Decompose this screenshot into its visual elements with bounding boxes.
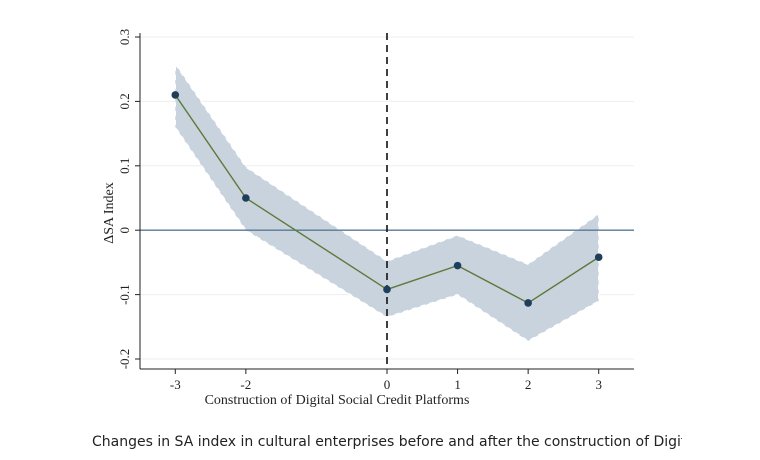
y-tick-label: 0.2 <box>117 93 132 109</box>
x-tick-label: 3 <box>595 377 602 392</box>
y-tick-label: 0.3 <box>117 29 132 45</box>
y-tick-label: -0.1 <box>117 284 132 305</box>
y-tick-label: 0 <box>117 227 132 234</box>
x-tick-label: 1 <box>454 377 461 392</box>
data-point <box>171 91 180 99</box>
data-point <box>453 261 462 270</box>
data-point <box>594 253 603 262</box>
x-tick-label: 2 <box>525 377 532 392</box>
x-axis-label: Construction of Digital Social Credit Pl… <box>205 393 470 408</box>
series-line <box>174 94 600 304</box>
data-points <box>171 91 603 307</box>
data-point <box>524 299 532 307</box>
y-axis-label: ΔSA Index <box>102 182 117 244</box>
confidence-band <box>174 61 600 342</box>
figure-caption: Changes in SA index in cultural enterpri… <box>92 434 682 450</box>
x-tick-label: -3 <box>170 377 181 392</box>
data-point <box>242 194 250 202</box>
y-tick-label: 0.1 <box>117 158 132 174</box>
x-tick-label: -2 <box>240 377 251 392</box>
axes <box>135 33 634 374</box>
data-point <box>383 285 391 294</box>
x-tick-label: 0 <box>384 377 391 392</box>
x-tick-labels: -3 -2 0 1 2 3 <box>170 377 602 392</box>
y-tick-labels: -0.2 -0.1 0 0.1 0.2 0.3 <box>117 29 132 369</box>
chart: -3 -2 0 1 2 3 -0.2 -0.1 0 0.1 0.2 0.3 Construction… <box>102 29 634 408</box>
y-tick-label: -0.2 <box>117 349 132 370</box>
